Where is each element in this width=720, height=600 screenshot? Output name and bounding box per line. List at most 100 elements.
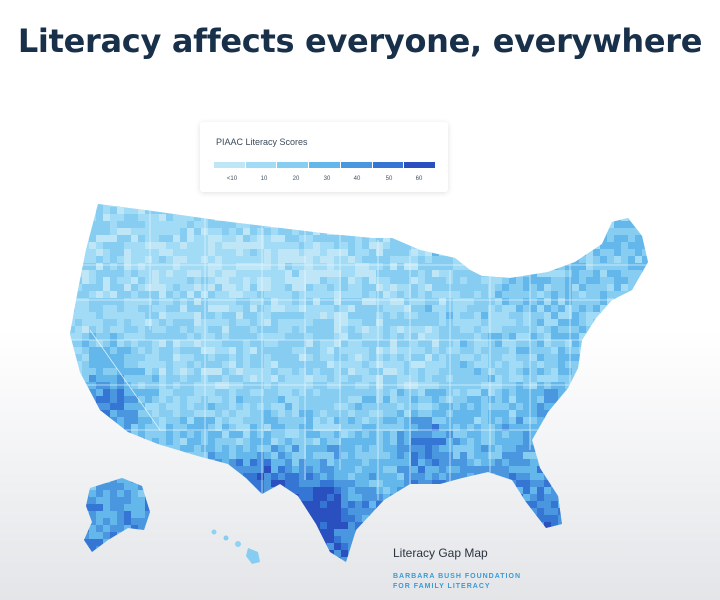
county-cell <box>516 249 524 257</box>
county-cell <box>124 403 132 411</box>
county-cell <box>138 410 146 418</box>
county-cell <box>180 375 188 383</box>
county-cell <box>523 473 531 481</box>
county-cell <box>82 249 90 257</box>
county-cell <box>369 515 377 523</box>
county-cell <box>642 221 648 229</box>
county-cell <box>159 529 167 537</box>
county-cell <box>70 204 76 208</box>
county-cell <box>607 522 615 530</box>
county-cell <box>565 452 573 460</box>
county-cell <box>488 361 496 369</box>
county-cell <box>187 459 195 467</box>
county-cell <box>257 410 265 418</box>
county-cell <box>383 270 391 278</box>
county-cell <box>537 508 545 516</box>
county-cell <box>544 557 552 562</box>
county-cell <box>551 515 559 523</box>
county-cell <box>551 473 559 481</box>
county-cell <box>369 403 377 411</box>
county-cell <box>579 515 587 523</box>
county-cell <box>481 452 489 460</box>
county-cell <box>89 347 97 355</box>
county-cell <box>635 501 643 509</box>
county-cell <box>390 228 398 236</box>
county-cell <box>103 263 111 271</box>
county-cell <box>243 235 251 243</box>
county-cell <box>516 452 524 460</box>
county-cell <box>355 389 363 397</box>
county-cell <box>453 389 461 397</box>
county-cell <box>495 333 503 341</box>
county-cell <box>166 354 174 362</box>
county-cell <box>635 508 643 516</box>
county-cell <box>460 340 468 348</box>
county-cell <box>579 536 587 544</box>
county-cell <box>278 389 286 397</box>
county-cell <box>432 438 440 446</box>
county-cell <box>586 354 594 362</box>
county-cell <box>593 235 601 243</box>
county-cell <box>236 263 244 271</box>
county-cell <box>404 424 412 432</box>
county-cell <box>222 354 230 362</box>
county-cell <box>89 382 97 390</box>
county-cell <box>229 291 237 299</box>
county-cell <box>222 333 230 341</box>
county-cell <box>621 256 629 264</box>
county-cell <box>180 515 188 523</box>
county-cell <box>208 204 216 208</box>
county-cell <box>208 452 216 460</box>
county-cell <box>271 389 279 397</box>
county-cell <box>362 340 370 348</box>
county-cell <box>586 445 594 453</box>
county-cell <box>460 305 468 313</box>
county-cell <box>264 249 272 257</box>
county-cell <box>600 487 608 495</box>
county-cell <box>278 466 286 474</box>
county-cell <box>215 361 223 369</box>
county-cell <box>523 242 531 250</box>
county-cell <box>299 396 307 404</box>
county-cell <box>600 368 608 376</box>
county-cell <box>642 319 648 327</box>
county-cell <box>488 417 496 425</box>
county-cell <box>70 424 76 432</box>
county-cell <box>215 403 223 411</box>
county-cell <box>243 270 251 278</box>
county-cell <box>257 382 265 390</box>
county-cell <box>208 375 216 383</box>
county-cell <box>89 478 97 484</box>
county-cell <box>271 508 279 516</box>
county-cell <box>257 445 265 453</box>
county-cell <box>271 298 279 306</box>
county-cell <box>383 480 391 488</box>
county-cell <box>159 508 167 516</box>
county-cell <box>124 518 132 526</box>
county-cell <box>404 235 412 243</box>
county-cell <box>635 564 642 571</box>
county-cell <box>467 284 475 292</box>
county-cell <box>215 221 223 229</box>
county-cell <box>229 522 237 530</box>
county-cell <box>383 487 391 495</box>
county-cell <box>306 543 314 551</box>
county-cell <box>572 431 580 439</box>
county-cell <box>516 438 524 446</box>
county-cell <box>446 221 454 229</box>
county-cell <box>299 452 307 460</box>
county-cell <box>530 277 538 285</box>
county-cell <box>264 326 272 334</box>
county-cell <box>117 478 125 484</box>
county-cell <box>110 410 118 418</box>
county-cell <box>355 242 363 250</box>
county-cell <box>138 546 146 552</box>
county-cell <box>467 515 475 523</box>
county-cell <box>579 494 587 502</box>
county-cell <box>187 522 195 530</box>
county-cell <box>502 466 510 474</box>
county-cell <box>208 431 216 439</box>
county-cell <box>607 410 615 418</box>
county-cell <box>229 214 237 222</box>
county-cell <box>152 354 160 362</box>
